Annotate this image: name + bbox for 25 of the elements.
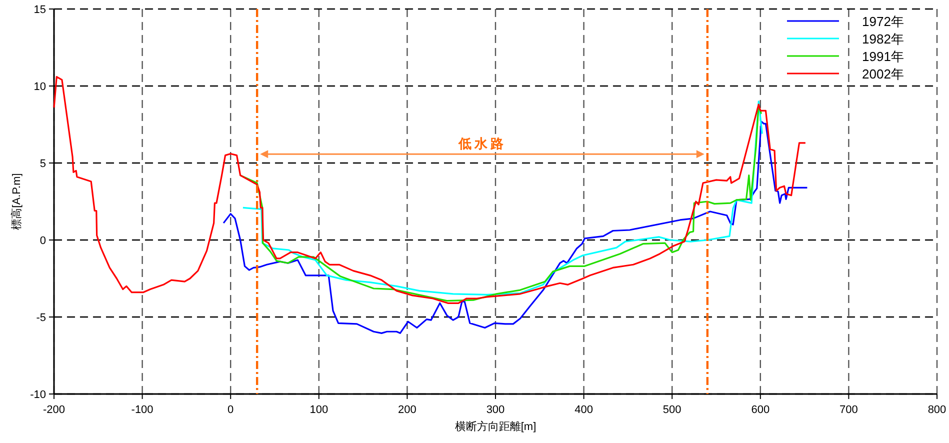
y-axis-title: 標高[A.P.m] [10, 173, 23, 230]
line-series [222, 120, 808, 334]
x-axis-title: 横断方向距離[m] [454, 420, 536, 433]
x-tick-label: 700 [840, 404, 858, 416]
legend-label: 1972年 [862, 14, 904, 29]
y-tick-label: 15 [34, 4, 46, 16]
x-tick-label: 400 [574, 404, 593, 416]
y-tick-label: 5 [40, 158, 46, 170]
x-tick-label: 0 [228, 404, 234, 416]
x-tick-label: 200 [398, 404, 416, 416]
line-series [53, 76, 806, 304]
y-tick-label: -5 [36, 312, 46, 324]
x-tick-label: -200 [42, 404, 66, 416]
legend-label: 1982年 [862, 32, 904, 46]
y-tick-label: 10 [34, 81, 46, 93]
legend-label: 2002年 [862, 66, 904, 82]
y-tick-label: -10 [30, 389, 46, 401]
x-tick-label: 100 [310, 404, 328, 416]
x-tick-label: 500 [662, 404, 682, 416]
x-tick-label: 600 [751, 404, 770, 416]
x-tick-label: 800 [928, 404, 946, 416]
x-tick-label: -100 [131, 404, 154, 416]
legend-label: 1991年 [862, 49, 904, 64]
y-tick-label: 0 [40, 235, 46, 247]
x-tick-label: 300 [486, 404, 505, 416]
